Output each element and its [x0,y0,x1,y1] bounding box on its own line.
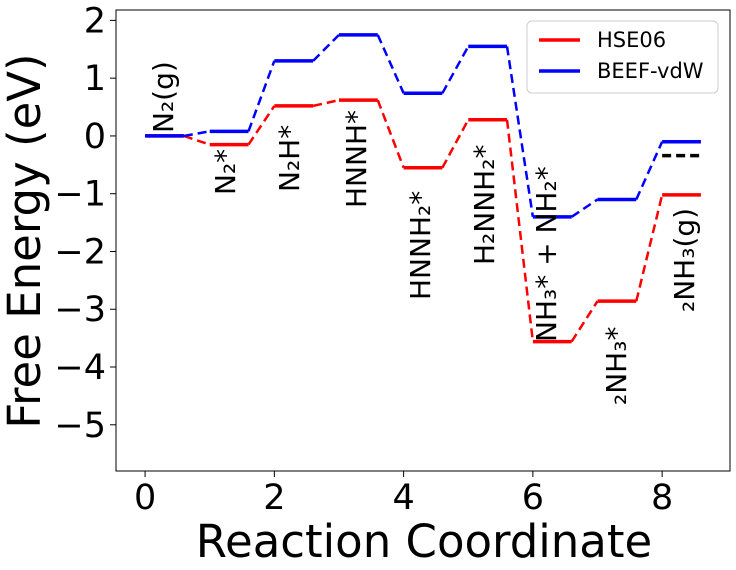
y-tick-label: 0 [84,117,106,157]
y-axis-title: Free Energy (eV) [0,53,51,428]
connector-line [570,198,599,218]
state-label: NH₃* + NH₂* [530,166,563,342]
legend-label-beef-vdw: BEEF-vdW [597,59,704,83]
x-tick-label: 0 [134,478,156,518]
y-tick-label: −3 [54,290,106,330]
state-label: ₂NH₃* [600,327,633,405]
legend-label-hse06: HSE06 [597,28,666,52]
x-tick-label: 8 [651,478,673,518]
connector-line [441,119,470,169]
y-tick-label: 1 [84,59,106,99]
y-tick-label: −1 [54,175,106,215]
y-tick-label: −4 [54,348,106,388]
connector-line [441,45,470,94]
x-tick-label: 2 [263,478,285,518]
x-tick-label: 6 [522,478,544,518]
y-tick-label: 2 [84,1,106,41]
connector-line [312,98,340,108]
y-tick-label: −2 [54,232,106,272]
connector-line [183,134,211,146]
connector-line [312,33,340,62]
legend: HSE06 BEEF-vdW [526,20,719,94]
series-layer [145,33,701,344]
x-tick-label: 4 [392,478,414,518]
x-axis-title: Reaction Coordinate [196,515,652,568]
plot-frame [115,9,731,472]
connector-line [376,99,405,169]
state-label: HNNH₂* [404,191,437,300]
connector-line [376,34,405,94]
connector-line [635,141,664,200]
connector-line [247,60,276,132]
connector-line [247,105,276,146]
state-label: N₂H* [273,125,306,192]
connector-line [505,119,535,342]
connector-line [505,46,535,218]
state-label: N₂* [209,149,242,195]
series-hse06 [145,98,701,344]
connector-line [635,194,664,302]
axes: 0 2 4 6 8 2 1 0 −1 −2 −3 −4 −5 [54,1,731,518]
state-labels: N₂(g) N₂* N₂H* HNNH* HNNH₂* H₂NNH₂* NH₃* + NH₂… [147,61,701,405]
series-beef-vdw [145,33,701,219]
state-label: N₂(g) [147,61,180,133]
state-label: ₂NH₃(g) [668,208,701,312]
state-label: H₂NNH₂* [468,145,501,265]
connector-line [570,300,599,343]
connector-line [183,130,210,138]
state-label: HNNH* [340,110,373,208]
y-tick-label: −5 [54,406,106,446]
